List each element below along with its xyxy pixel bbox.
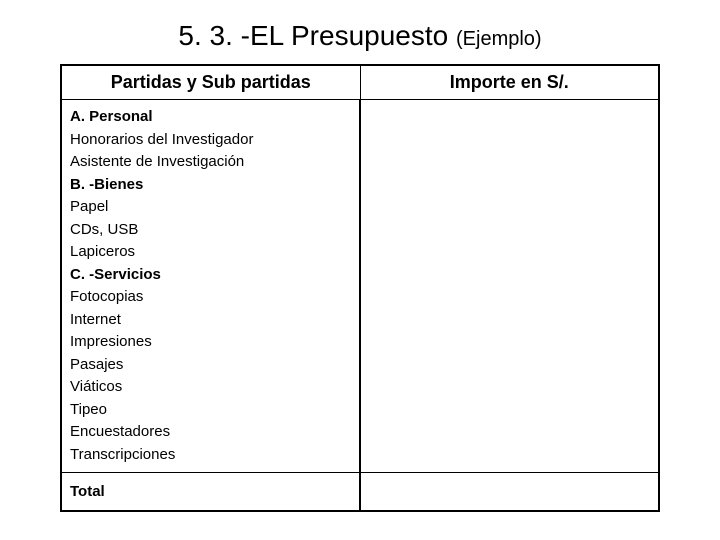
item-c-servicios: C. -Servicios: [70, 264, 351, 287]
item-a-personal: A. Personal: [70, 106, 351, 129]
column-header-partidas: Partidas y Sub partidas: [61, 65, 360, 100]
item-honorarios: Honorarios del Investigador: [70, 129, 351, 152]
total-value: [360, 473, 659, 512]
table-header-row: Partidas y Sub partidas Importe en S/.: [61, 65, 659, 100]
title-main: 5. 3. -EL Presupuesto: [178, 20, 456, 51]
item-encuestadores: Encuestadores: [70, 421, 351, 444]
page-title: 5. 3. -EL Presupuesto (Ejemplo): [60, 20, 660, 52]
item-cds-usb: CDs, USB: [70, 219, 351, 242]
table-row: A. Personal Honorarios del Investigador …: [61, 100, 659, 473]
items-cell: A. Personal Honorarios del Investigador …: [61, 100, 360, 473]
item-tipeo: Tipeo: [70, 399, 351, 422]
item-pasajes: Pasajes: [70, 354, 351, 377]
item-b-bienes: B. -Bienes: [70, 174, 351, 197]
column-header-importe: Importe en S/.: [360, 65, 659, 100]
title-sub: (Ejemplo): [456, 28, 542, 50]
budget-table: Partidas y Sub partidas Importe en S/. A…: [60, 64, 660, 512]
total-label: Total: [61, 473, 360, 512]
importe-cell: [360, 100, 659, 473]
item-internet: Internet: [70, 309, 351, 332]
item-transcripciones: Transcripciones: [70, 444, 351, 467]
item-asistente: Asistente de Investigación: [70, 151, 351, 174]
total-row: Total: [61, 473, 659, 512]
item-papel: Papel: [70, 196, 351, 219]
item-impresiones: Impresiones: [70, 331, 351, 354]
item-fotocopias: Fotocopias: [70, 286, 351, 309]
item-lapiceros: Lapiceros: [70, 241, 351, 264]
item-viaticos: Viáticos: [70, 376, 351, 399]
